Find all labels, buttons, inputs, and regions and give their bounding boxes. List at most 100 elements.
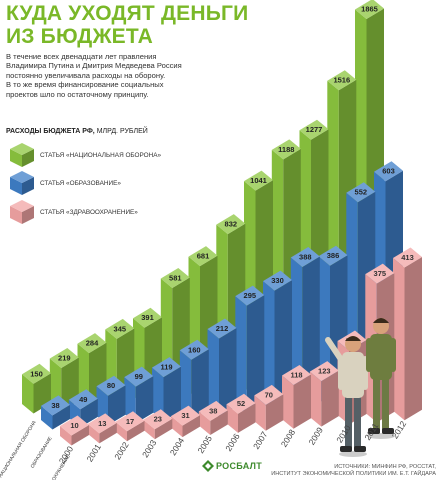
year-tick-label: 2012 <box>390 419 409 441</box>
intro-text: В течение всех двенадцати лет правления … <box>6 52 224 99</box>
bar-face-left <box>179 350 192 419</box>
person-torso <box>342 352 364 398</box>
year-tick-label: 2004 <box>168 436 187 458</box>
bar-face-top <box>49 348 79 368</box>
person-leg <box>382 376 389 434</box>
legend-cube-icon <box>10 200 34 224</box>
bar-face-top <box>299 119 329 140</box>
row-label: НАЦИОНАЛЬНАЯ ОБОРОНА <box>0 419 38 479</box>
bar-value-label: 391 <box>141 313 154 322</box>
bar-value-label: 388 <box>299 253 312 262</box>
logo-text: РОСБАЛТ <box>216 461 263 471</box>
page-title: КУДА УХОДЯТ ДЕНЬГИ ИЗ БЮДЖЕТА <box>6 2 276 48</box>
pointing-arm <box>325 337 343 361</box>
bar-face-left <box>309 371 322 427</box>
civilian-figure <box>338 336 368 457</box>
bar-face-top <box>105 318 135 339</box>
bar-value-label: 1277 <box>306 125 323 134</box>
bar-face-top <box>346 182 376 203</box>
bar-value-label: 52 <box>237 399 245 408</box>
legend-cube-top <box>10 171 34 183</box>
bar-value-label: 160 <box>188 345 201 354</box>
bar-value-label: 375 <box>374 269 387 278</box>
bar-face-top <box>41 395 70 416</box>
bar-face-right <box>210 410 228 435</box>
bar-value-label: 31 <box>181 411 189 420</box>
bar-face-left <box>41 405 53 430</box>
bar-face-top <box>282 365 311 385</box>
legend-cube-top <box>10 200 34 212</box>
bar-value-label: 118 <box>290 371 302 380</box>
year-tick-label: 2007 <box>251 429 270 451</box>
intro-line: постоянно увеличивала расходы на оборону… <box>6 70 166 80</box>
legend-title-unit: МЛРД. РУБЛЕЙ <box>94 128 148 135</box>
person-shoe <box>382 428 394 434</box>
legend-item-education: СТАТЬЯ «ОБРАЗОВАНИЕ» <box>40 180 121 187</box>
source-note: ИСТОЧНИКИ: МИНФИН РФ, РОССТАТ, ИНСТИТУТ … <box>216 464 436 478</box>
year-tick-label: 2009 <box>306 425 325 447</box>
title-line-2: ИЗ БЮДЖЕТА <box>6 25 153 48</box>
bar-health-2002: 17 <box>115 411 145 442</box>
bar-face-top <box>327 70 357 91</box>
bar-value-label: 13 <box>98 419 106 428</box>
bar-value-label: 123 <box>318 367 331 376</box>
bar-face-left <box>207 329 219 417</box>
bar-education-2006: 212 <box>207 318 237 417</box>
bar-face-right <box>135 376 154 424</box>
bar-face-right <box>52 404 70 430</box>
bar-face-top <box>77 333 107 354</box>
title-line-1: КУДА УХОДЯТ ДЕНЬГИ <box>6 2 249 25</box>
legend-item-defense: СТАТЬЯ «НАЦИОНАЛЬНАЯ ОБОРОНА» <box>40 152 162 159</box>
person-arm <box>390 338 396 372</box>
bar-face-top <box>244 170 273 191</box>
bar-value-label: 284 <box>86 339 99 348</box>
bar-face-right <box>71 425 89 446</box>
bar-value-label: 1516 <box>333 76 350 85</box>
bar-value-label: 10 <box>70 421 78 430</box>
bar-health-2008: 118 <box>282 365 311 429</box>
bar-education-2004: 119 <box>152 357 181 422</box>
person-shadow <box>339 451 367 457</box>
bar-face-right <box>219 328 237 417</box>
legend-cube-top <box>10 143 34 155</box>
bar-value-label: 150 <box>30 369 43 378</box>
bar-face-top <box>309 361 339 382</box>
bar-face-right <box>163 366 181 422</box>
bar-value-label: 212 <box>216 324 229 333</box>
bar-health-2000: 10 <box>60 415 89 446</box>
bar-face-right <box>80 398 98 428</box>
bar-face-left <box>263 281 275 413</box>
bar-value-label: 119 <box>160 363 172 372</box>
bar-face-top <box>124 366 154 387</box>
bar-health-2009: 123 <box>309 361 339 427</box>
bar-face-top <box>160 268 190 288</box>
person-shadow <box>367 433 395 439</box>
year-tick-label: 2005 <box>195 434 214 456</box>
bar-face-top <box>133 307 162 328</box>
bar-face-left <box>282 375 294 429</box>
bar-face-top <box>22 363 51 384</box>
bar-value-label: 38 <box>209 406 217 415</box>
bar-value-label: 581 <box>169 274 182 283</box>
year-tick-label: 2001 <box>84 442 103 464</box>
bar-value-label: 80 <box>107 381 115 390</box>
bar-face-top <box>216 214 246 235</box>
bar-face-right <box>321 370 339 427</box>
bar-face-right <box>404 257 422 421</box>
bar-health-2005: 38 <box>198 400 228 435</box>
bar-face-right <box>191 349 209 419</box>
bar-face-right <box>154 418 173 440</box>
bar-face-top <box>254 384 284 405</box>
bar-health-2004: 31 <box>171 405 200 438</box>
bar-face-top <box>143 409 173 430</box>
bar-face-top <box>263 270 292 291</box>
bar-face-right <box>108 385 126 426</box>
bar-face-left <box>198 411 211 435</box>
bar-education-2007: 295 <box>235 285 265 415</box>
bar-value-label: 99 <box>135 372 143 381</box>
person-torso <box>370 334 392 380</box>
bar-face-left <box>226 404 238 433</box>
bar-value-label: 413 <box>401 253 414 262</box>
bar-value-label: 1865 <box>361 5 378 14</box>
